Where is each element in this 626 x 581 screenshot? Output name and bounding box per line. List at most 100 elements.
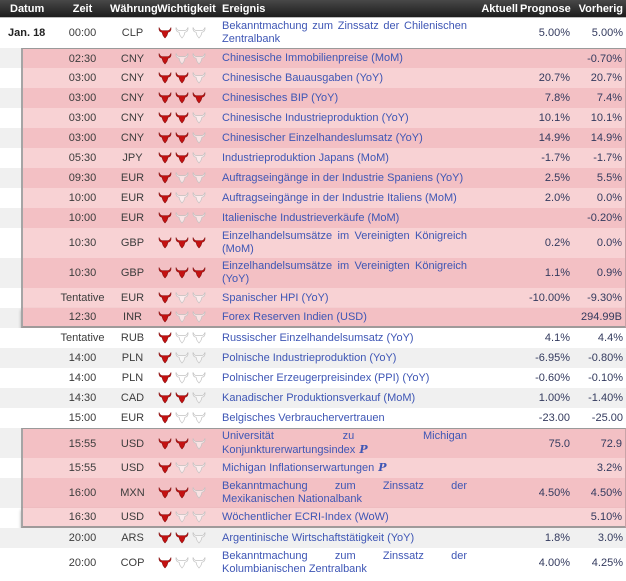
bull-icon — [192, 392, 206, 404]
event-link[interactable]: Michigan Inflationserwartungen P — [222, 461, 467, 475]
time-label: 03:00 — [68, 72, 97, 84]
date-cell-spacer — [23, 288, 55, 308]
event-text: Polnischer Erzeugerpreisindex (PPI) (YoY… — [222, 371, 430, 384]
event-link[interactable]: Bekanntmachung zum Zinssatz der Kolumbia… — [222, 550, 467, 576]
event-link[interactable]: Bekanntmachung zum Zinssatz der Chilenis… — [222, 20, 467, 46]
event-text: Industrieproduktion Japans (MoM) — [222, 151, 389, 164]
date-cell — [0, 68, 21, 88]
date-cell-spacer — [23, 429, 55, 458]
event-link[interactable]: Polnische Industrieproduktion (YoY) — [222, 352, 467, 365]
date-cell-spacer — [23, 508, 55, 526]
row-band: 12:30 INR Forex Reserven Indien (USD) 29… — [21, 308, 626, 328]
actual-value — [472, 88, 520, 108]
event-link[interactable]: Russischer Einzelhandelsumsatz (YoY) — [222, 332, 467, 345]
currency-label: EUR — [120, 172, 145, 184]
calendar-rows: Jan. 18 00:00 CLP Bekanntmachung zum Zin… — [0, 18, 626, 578]
event-link[interactable]: Industrieproduktion Japans (MoM) — [222, 152, 467, 165]
event-link[interactable]: Chinesischer Einzelhandeslumsatz (YoY) — [222, 132, 467, 145]
event-link[interactable]: Chinesische Bauausgaben (YoY) — [222, 72, 467, 85]
column-header-wichtigkeit: Wichtigkeit — [157, 2, 216, 15]
table-row: 10:30 GBP Einzelhandelsumsätze im Verein… — [0, 258, 626, 288]
bull-icon — [175, 311, 189, 323]
event-link[interactable]: Italienische Industrieverkäufe (MoM) — [222, 212, 467, 225]
currency-label: GBP — [120, 267, 145, 279]
actual-value — [472, 458, 520, 478]
currency-label: EUR — [120, 292, 145, 304]
bull-icon — [175, 152, 189, 164]
event-link[interactable]: Chinesische Industrieproduktion (YoY) — [222, 112, 467, 125]
time-label: 03:00 — [68, 92, 97, 104]
previous-value: 4.50% — [590, 487, 622, 499]
forecast-value: 14.9% — [538, 132, 570, 144]
event-link[interactable]: Chinesisches BIP (YoY) — [222, 92, 467, 105]
table-row: 09:30 EUR Auftragseingänge in der Indust… — [0, 168, 626, 188]
event-link[interactable]: Forex Reserven Indien (USD) — [222, 311, 467, 324]
time-label: 14:30 — [68, 392, 97, 404]
currency-label: CNY — [120, 132, 145, 144]
time-label: 20:00 — [68, 532, 97, 544]
event-link[interactable]: Wöchentlicher ECRI-Index (WoW) — [222, 511, 467, 524]
importance-cell — [155, 528, 218, 548]
currency-label: CNY — [120, 112, 145, 124]
date-cell-spacer — [23, 168, 55, 188]
event-cell: Chinesische Immobilienpreise (MoM) — [218, 49, 472, 68]
currency-label: EUR — [120, 212, 145, 224]
date-cell-spacer — [23, 188, 55, 208]
event-link[interactable]: Einzelhandelsumsätze im Vereinigten Köni… — [222, 230, 467, 256]
bull-icon — [192, 352, 206, 364]
event-link[interactable]: Auftragseingänge in der Industrie Italie… — [222, 192, 467, 205]
row-band: 05:30 JPY Industrieproduktion Japans (Mo… — [21, 148, 626, 168]
date-cell-spacer — [21, 528, 55, 548]
previous-value: 3.2% — [596, 462, 622, 474]
bull-icon — [158, 311, 172, 323]
time-label: 02:30 — [68, 52, 97, 65]
bull-icon — [175, 132, 189, 144]
previous-value: 20.7% — [590, 72, 622, 84]
bull-icon — [158, 27, 172, 39]
date-cell-spacer — [21, 388, 55, 408]
forecast-value: 20.7% — [538, 72, 570, 84]
table-row: 20:00 COP Bekanntmachung zum Zinssatz de… — [0, 548, 626, 578]
event-link[interactable]: Kanadischer Produktionsverkauf (MoM) — [222, 392, 467, 405]
importance-cell — [155, 308, 218, 326]
bull-icon — [192, 532, 206, 544]
preliminary-flag: P — [378, 461, 387, 474]
bull-icon — [158, 92, 172, 104]
time-label: 05:30 — [68, 152, 97, 164]
row-band: 10:00 EUR Auftragseingänge in der Indust… — [21, 188, 626, 208]
row-band: 16:30 USD Wöchentlicher ECRI-Index (WoW)… — [21, 508, 626, 528]
event-link[interactable]: Universität zu Michigan Konjunkturerwart… — [222, 430, 467, 457]
event-cell: Chinesische Bauausgaben (YoY) — [218, 68, 472, 88]
previous-value: 3.0% — [597, 532, 623, 544]
date-cell-spacer — [23, 49, 55, 68]
event-link[interactable]: Chinesische Immobilienpreise (MoM) — [222, 52, 467, 65]
event-link[interactable]: Belgisches Verbrauchervertrauen — [222, 412, 467, 425]
event-link[interactable]: Einzelhandelsumsätze im Vereinigten Köni… — [222, 260, 467, 286]
forecast-value: 7.8% — [544, 92, 570, 104]
currency-label: CNY — [120, 92, 145, 104]
event-link[interactable]: Polnischer Erzeugerpreisindex (PPI) (YoY… — [222, 372, 467, 385]
event-link[interactable]: Argentinische Wirtschaftstätigkeit (YoY) — [222, 532, 467, 545]
previous-value: 7.4% — [596, 92, 622, 104]
forecast-value: -0.60% — [535, 372, 570, 384]
previous-value: -1.7% — [593, 152, 622, 164]
table-row: 10:00 EUR Italienische Industrieverkäufe… — [0, 208, 626, 228]
bull-icon — [158, 112, 172, 124]
previous-value: 5.5% — [596, 172, 622, 184]
table-row: 03:00 CNY Chinesische Bauausgaben (YoY) … — [0, 68, 626, 88]
row-band: 14:00 PLN Polnische Industrieproduktion … — [21, 348, 626, 368]
importance-cell — [155, 348, 218, 368]
row-band: 20:00 COP Bekanntmachung zum Zinssatz de… — [21, 548, 626, 578]
actual-value — [472, 408, 520, 428]
event-link[interactable]: Spanischer HPI (YoY) — [222, 292, 467, 305]
event-link[interactable]: Auftragseingänge in der Industrie Spanie… — [222, 172, 467, 185]
time-label: 10:00 — [68, 192, 97, 204]
actual-value — [472, 18, 520, 48]
event-link[interactable]: Bekanntmachung zum Zinssatz der Mexikani… — [222, 480, 467, 506]
bull-icon — [192, 27, 206, 39]
time-label: 14:00 — [68, 372, 97, 384]
table-row: 15:55 USD Universität zu Michigan Konjun… — [0, 428, 626, 458]
bull-icon — [175, 212, 189, 224]
event-cell: Wöchentlicher ECRI-Index (WoW) — [218, 508, 472, 526]
date-cell — [0, 368, 21, 388]
